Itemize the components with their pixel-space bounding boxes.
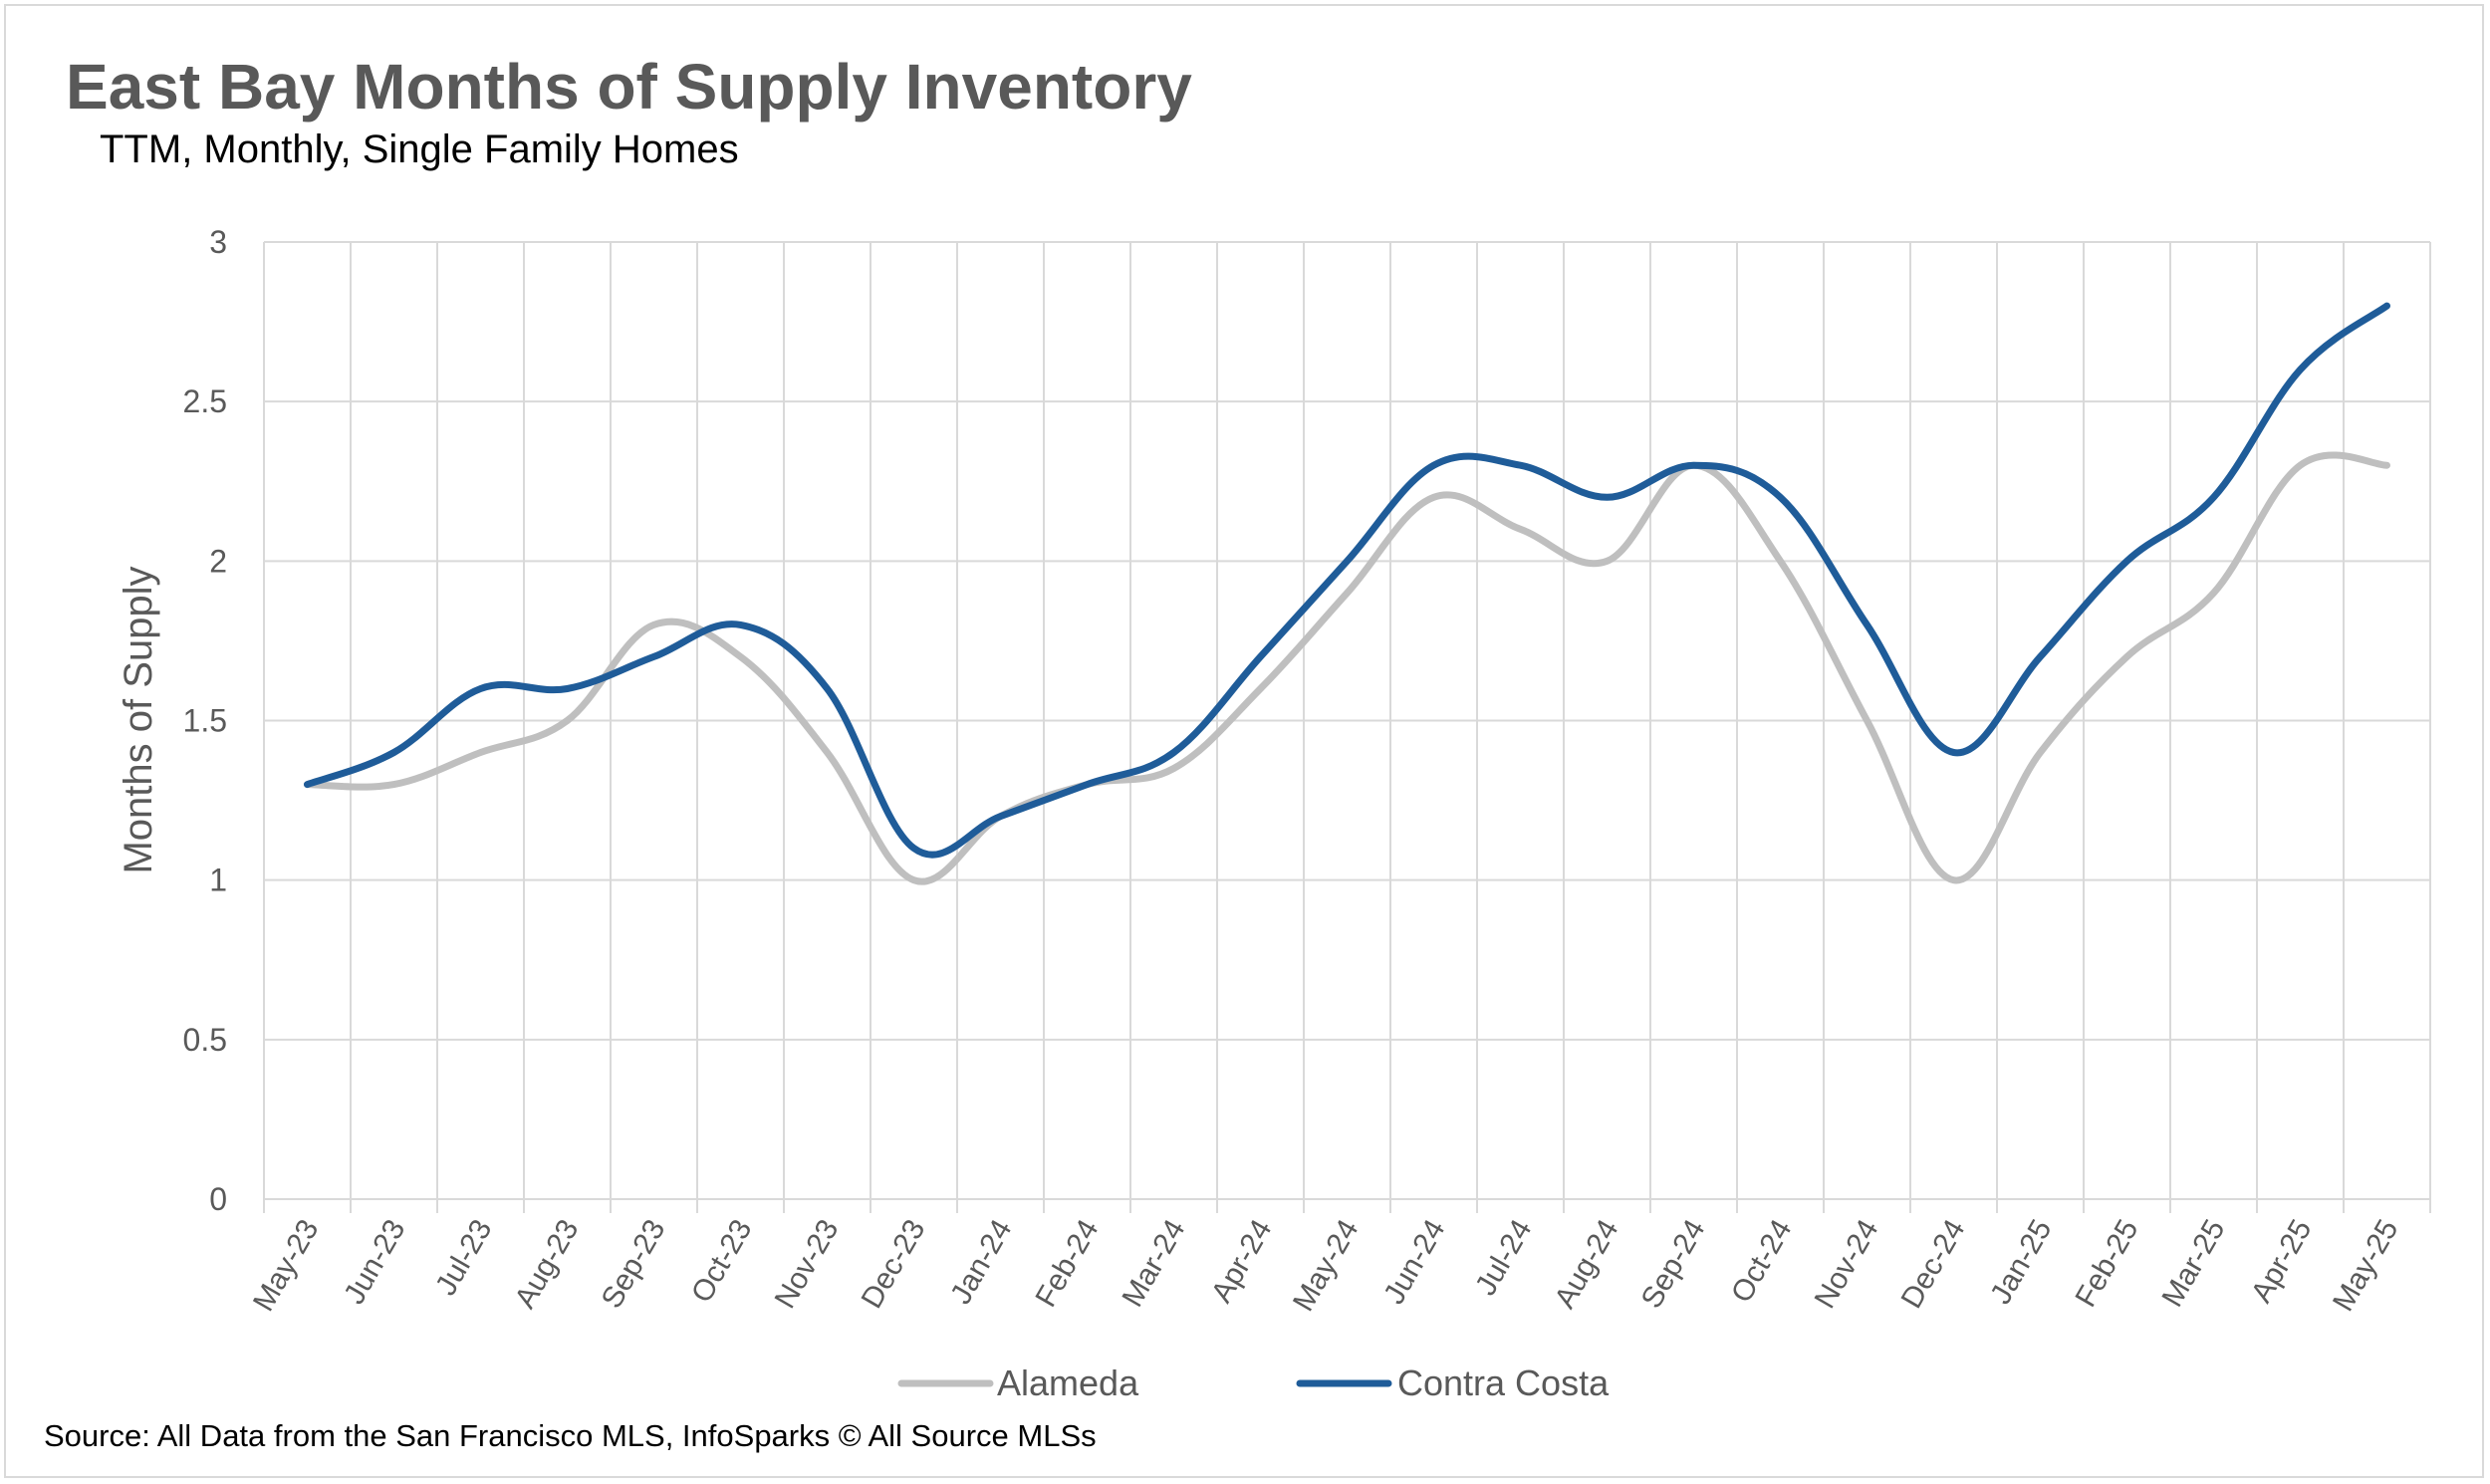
x-tick-label: Aug-23 — [509, 1214, 586, 1314]
chart-subtitle: TTM, Monthly, Single Family Homes — [100, 127, 739, 171]
x-tick-label: Dec-24 — [1895, 1214, 1972, 1314]
x-tick-label: Feb-25 — [2069, 1214, 2144, 1313]
x-tick-label: May-25 — [2327, 1214, 2405, 1317]
x-tick-label: Dec-23 — [856, 1214, 932, 1314]
x-tick-label: Oct-23 — [685, 1214, 759, 1308]
y-axis-title: Months of Supply — [117, 566, 160, 873]
x-tick-label: May-24 — [1287, 1214, 1366, 1317]
grid-layer — [263, 241, 2431, 1213]
y-tick-label: 2 — [209, 543, 227, 579]
source-note: Source: All Data from the San Francisco … — [44, 1418, 1097, 1453]
x-tick-label: Apr-25 — [2245, 1214, 2319, 1308]
x-tick-label: Jan-25 — [1984, 1214, 2058, 1310]
x-tick-label: May-23 — [247, 1214, 326, 1317]
series-lines — [304, 302, 2390, 885]
x-tick-labels: May-23 Jun-23 Jul-23 Aug-23 Sep-23 Oct-23 Nov-… — [247, 1214, 2405, 1317]
legend-label-contra-costa: Contra Costa — [1397, 1362, 1610, 1403]
series-line-alameda — [304, 451, 2390, 885]
x-tick-label: Sep-23 — [596, 1214, 672, 1314]
y-tick-label: 3 — [209, 224, 227, 260]
x-tick-label: Aug-24 — [1549, 1214, 1625, 1314]
x-tick-label: Apr-24 — [1205, 1214, 1279, 1308]
y-tick-label: 2.5 — [183, 383, 227, 419]
x-tick-label: Jul-24 — [1469, 1214, 1538, 1301]
y-tick-labels: 0 0.5 1 1.5 2 2.5 3 — [183, 224, 227, 1217]
x-tick-label: Jun-24 — [1377, 1214, 1451, 1310]
x-tick-label: Jul-23 — [429, 1214, 498, 1301]
chart-title: East Bay Months of Supply Inventory — [66, 51, 1192, 123]
x-tick-label: Mar-24 — [1116, 1214, 1191, 1313]
y-tick-label: 1 — [209, 863, 227, 898]
x-tick-label: Nov-23 — [769, 1214, 846, 1314]
x-tick-label: Sep-24 — [1635, 1214, 1712, 1314]
x-tick-label: Nov-24 — [1809, 1214, 1885, 1314]
x-tick-label: Mar-25 — [2155, 1214, 2231, 1313]
y-tick-label: 1.5 — [183, 703, 227, 739]
x-tick-label: Jun-23 — [338, 1214, 411, 1310]
y-tick-label: 0 — [209, 1181, 227, 1217]
legend: Alameda Contra Costa — [897, 1362, 1610, 1403]
series-line-contra-costa — [304, 302, 2390, 859]
y-tick-label: 0.5 — [183, 1022, 227, 1058]
x-tick-label: Jan-24 — [944, 1214, 1018, 1310]
chart-frame — [4, 4, 2484, 1478]
x-tick-label: Feb-24 — [1029, 1214, 1105, 1313]
legend-label-alameda: Alameda — [997, 1362, 1139, 1403]
x-tick-label: Oct-24 — [1725, 1214, 1799, 1308]
